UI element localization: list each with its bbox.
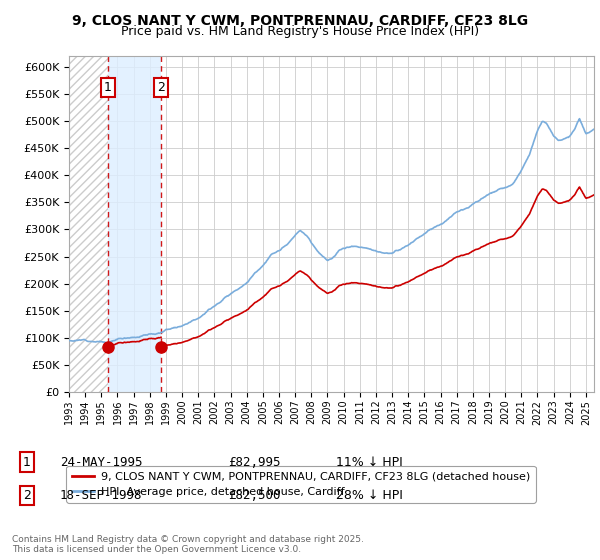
- Text: £82,995: £82,995: [228, 455, 281, 469]
- Bar: [107, 56, 161, 392]
- Text: 1: 1: [23, 455, 31, 469]
- Legend: 9, CLOS NANT Y CWM, PONTPRENNAU, CARDIFF, CF23 8LG (detached house), HPI: Averag: 9, CLOS NANT Y CWM, PONTPRENNAU, CARDIFF…: [67, 466, 536, 502]
- Text: 18-SEP-1998: 18-SEP-1998: [60, 489, 143, 502]
- Text: £82,500: £82,500: [228, 489, 281, 502]
- Text: Price paid vs. HM Land Registry's House Price Index (HPI): Price paid vs. HM Land Registry's House …: [121, 25, 479, 38]
- Text: 11% ↓ HPI: 11% ↓ HPI: [336, 455, 403, 469]
- Text: 9, CLOS NANT Y CWM, PONTPRENNAU, CARDIFF, CF23 8LG: 9, CLOS NANT Y CWM, PONTPRENNAU, CARDIFF…: [72, 14, 528, 28]
- Text: 2: 2: [23, 489, 31, 502]
- Text: 1: 1: [104, 81, 112, 94]
- Text: 28% ↓ HPI: 28% ↓ HPI: [336, 489, 403, 502]
- Text: Contains HM Land Registry data © Crown copyright and database right 2025.
This d: Contains HM Land Registry data © Crown c…: [12, 535, 364, 554]
- Bar: [69, 56, 107, 392]
- Text: 2: 2: [157, 81, 166, 94]
- Text: 24-MAY-1995: 24-MAY-1995: [60, 455, 143, 469]
